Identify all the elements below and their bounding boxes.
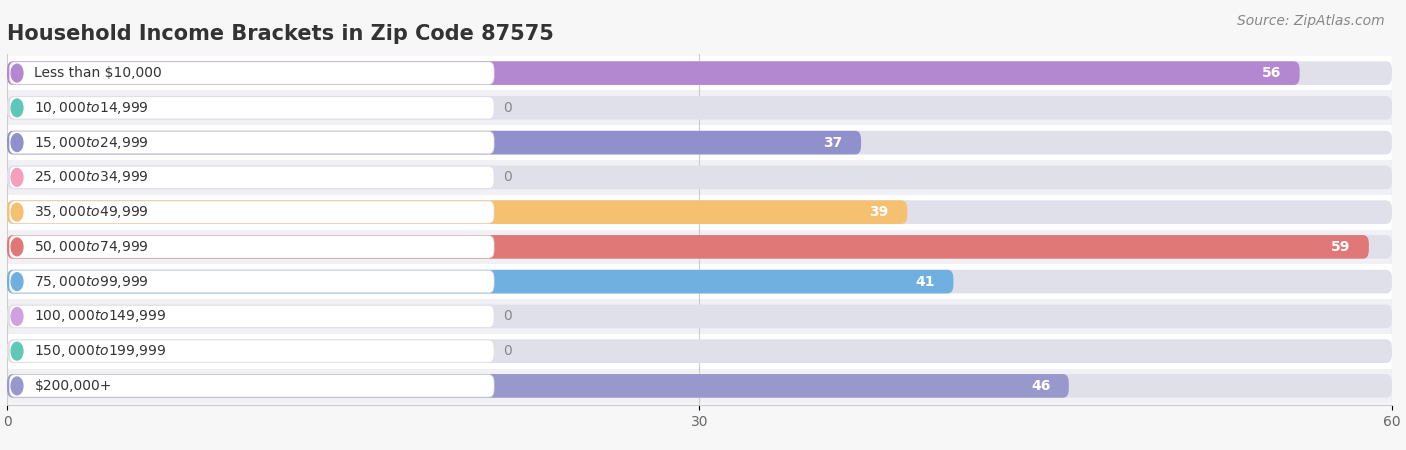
Text: 56: 56: [1261, 66, 1281, 80]
FancyBboxPatch shape: [7, 299, 1392, 334]
FancyBboxPatch shape: [10, 375, 494, 397]
FancyBboxPatch shape: [7, 90, 1392, 125]
FancyBboxPatch shape: [7, 160, 1392, 195]
Text: Source: ZipAtlas.com: Source: ZipAtlas.com: [1237, 14, 1385, 27]
FancyBboxPatch shape: [10, 131, 494, 154]
Text: $10,000 to $14,999: $10,000 to $14,999: [35, 100, 149, 116]
Text: $50,000 to $74,999: $50,000 to $74,999: [35, 239, 149, 255]
Text: $15,000 to $24,999: $15,000 to $24,999: [35, 135, 149, 151]
FancyBboxPatch shape: [7, 200, 1392, 224]
FancyBboxPatch shape: [10, 236, 494, 258]
Circle shape: [11, 134, 22, 152]
Text: 0: 0: [503, 171, 512, 184]
FancyBboxPatch shape: [7, 200, 907, 224]
Text: $35,000 to $49,999: $35,000 to $49,999: [35, 204, 149, 220]
FancyBboxPatch shape: [10, 340, 494, 362]
FancyBboxPatch shape: [7, 374, 1392, 398]
Circle shape: [11, 342, 22, 360]
FancyBboxPatch shape: [7, 131, 860, 154]
Text: 37: 37: [824, 135, 842, 149]
Text: 0: 0: [503, 344, 512, 358]
FancyBboxPatch shape: [7, 369, 1392, 403]
FancyBboxPatch shape: [7, 270, 1392, 293]
FancyBboxPatch shape: [7, 235, 1392, 259]
Text: $75,000 to $99,999: $75,000 to $99,999: [35, 274, 149, 290]
FancyBboxPatch shape: [10, 201, 494, 223]
Text: $150,000 to $199,999: $150,000 to $199,999: [35, 343, 167, 359]
Text: 0: 0: [503, 101, 512, 115]
Text: 0: 0: [503, 310, 512, 324]
FancyBboxPatch shape: [10, 305, 494, 328]
Text: $25,000 to $34,999: $25,000 to $34,999: [35, 169, 149, 185]
Circle shape: [11, 307, 22, 325]
Circle shape: [11, 64, 22, 82]
FancyBboxPatch shape: [7, 61, 1299, 85]
Text: Less than $10,000: Less than $10,000: [35, 66, 162, 80]
FancyBboxPatch shape: [7, 230, 1392, 264]
FancyBboxPatch shape: [10, 166, 494, 189]
FancyBboxPatch shape: [7, 56, 1392, 90]
FancyBboxPatch shape: [7, 374, 1069, 398]
Circle shape: [11, 99, 22, 117]
Text: $100,000 to $149,999: $100,000 to $149,999: [35, 308, 167, 324]
FancyBboxPatch shape: [7, 270, 953, 293]
Circle shape: [11, 238, 22, 256]
FancyBboxPatch shape: [7, 166, 1392, 189]
FancyBboxPatch shape: [10, 270, 494, 293]
Text: Household Income Brackets in Zip Code 87575: Household Income Brackets in Zip Code 87…: [7, 24, 554, 44]
Text: 39: 39: [869, 205, 889, 219]
FancyBboxPatch shape: [7, 125, 1392, 160]
Text: $200,000+: $200,000+: [35, 379, 112, 393]
Text: 41: 41: [915, 274, 935, 288]
FancyBboxPatch shape: [7, 61, 1392, 85]
Circle shape: [11, 273, 22, 291]
FancyBboxPatch shape: [7, 96, 1392, 120]
Circle shape: [11, 377, 22, 395]
FancyBboxPatch shape: [7, 305, 1392, 328]
Text: 46: 46: [1031, 379, 1050, 393]
Circle shape: [11, 203, 22, 221]
FancyBboxPatch shape: [10, 62, 494, 84]
FancyBboxPatch shape: [7, 339, 1392, 363]
FancyBboxPatch shape: [7, 334, 1392, 369]
Text: 59: 59: [1331, 240, 1350, 254]
Circle shape: [11, 168, 22, 186]
FancyBboxPatch shape: [7, 131, 1392, 154]
FancyBboxPatch shape: [7, 195, 1392, 230]
FancyBboxPatch shape: [7, 264, 1392, 299]
FancyBboxPatch shape: [7, 235, 1369, 259]
FancyBboxPatch shape: [10, 97, 494, 119]
